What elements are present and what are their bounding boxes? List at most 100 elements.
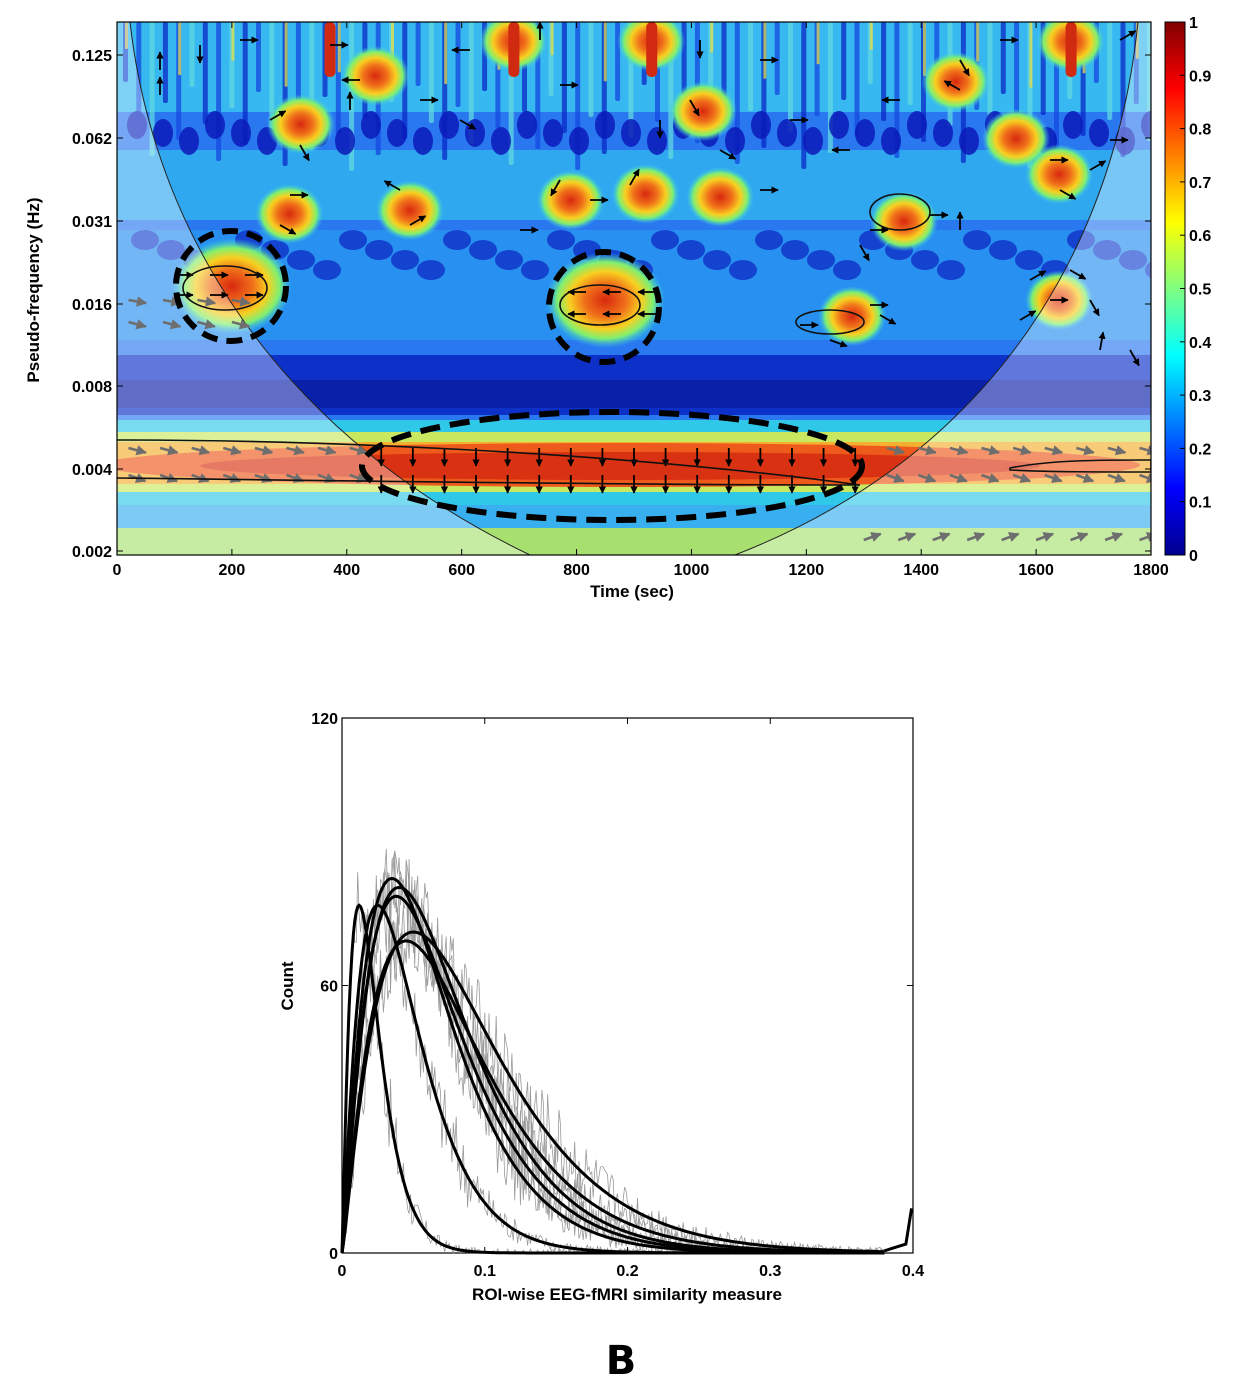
coherence-hotspot <box>686 167 755 228</box>
x-axis-label-b: ROI-wise EEG-fMRI similarity measure <box>472 1285 782 1304</box>
phase-arrow <box>1044 445 1064 456</box>
phase-arrow <box>1104 532 1123 542</box>
phase-arrow <box>550 179 561 197</box>
phase-arrow <box>689 99 700 117</box>
x-tick-label-b: 0.1 <box>474 1263 496 1280</box>
phase-arrow <box>409 215 427 226</box>
coherence-hotspot <box>818 286 887 347</box>
x-tick-label-a: 400 <box>333 562 360 579</box>
phase-arrow <box>197 319 216 330</box>
phase-arrow <box>383 180 401 191</box>
x-tick-label-b: 0.3 <box>759 1263 781 1280</box>
x-tick-label-b: 0.4 <box>902 1263 924 1280</box>
colorbar-tick-label: 0.7 <box>1189 175 1211 192</box>
x-tick-label-a: 1200 <box>789 562 825 579</box>
phase-arrow <box>1139 532 1151 542</box>
phase-arrow <box>1098 331 1106 351</box>
coherence-hotspot <box>1025 144 1094 205</box>
phase-arrow <box>128 319 147 330</box>
phase-arrow <box>269 110 287 121</box>
phase-arrow <box>231 296 251 307</box>
histogram-line-smooth <box>340 930 885 1254</box>
x-tick-label-a: 600 <box>448 562 475 579</box>
phase-arrow <box>932 532 951 542</box>
phase-arrow <box>897 532 917 542</box>
x-tick-label-a: 200 <box>219 562 246 579</box>
phase-arrow <box>629 168 640 186</box>
phase-arrow <box>128 445 147 456</box>
phase-arrow <box>1139 473 1151 483</box>
phase-arrow <box>1075 473 1095 483</box>
coherence-hotspot <box>375 180 444 241</box>
phase-arrow <box>1012 445 1032 456</box>
coherence-hotspot <box>341 45 410 106</box>
colorbar-tick-label: 0.2 <box>1189 441 1211 458</box>
phase-arrow <box>829 339 848 348</box>
x-tick-label-b: 0 <box>338 1263 347 1280</box>
y-tick-label-b: 0 <box>329 1246 338 1263</box>
x-tick-label-a: 1400 <box>903 562 939 579</box>
phase-arrow <box>222 445 242 456</box>
colorbar-tick-label: 0.5 <box>1189 282 1211 299</box>
colorbar-tick-label: 0.8 <box>1189 122 1211 139</box>
phase-arrow <box>879 314 897 325</box>
phase-arrow <box>949 473 968 483</box>
phase-arrow <box>1089 160 1107 171</box>
phase-arrow <box>1107 445 1127 456</box>
phase-arrow <box>1119 30 1137 41</box>
colorbar-tick-label: 0 <box>1189 548 1198 565</box>
phase-arrow <box>886 473 905 483</box>
phase-arrow <box>349 445 369 456</box>
y-tick-label-a: 0.002 <box>72 544 112 561</box>
coherence-hotspot <box>255 183 324 244</box>
y-tick-label-a: 0.008 <box>72 379 112 396</box>
phase-arrow <box>459 119 477 130</box>
phase-arrow <box>1070 532 1089 542</box>
phase-arrow <box>162 319 182 330</box>
phase-arrow <box>1012 473 1032 483</box>
phase-arrow <box>254 445 274 456</box>
y-tick-label-a: 0.016 <box>72 297 112 314</box>
phase-arrow <box>286 445 305 456</box>
colorbar-tick-label: 0.3 <box>1189 388 1211 405</box>
coherence-region <box>545 252 666 349</box>
coherence-hotspot <box>668 81 737 142</box>
phase-arrow <box>719 149 737 160</box>
phase-arrow <box>981 473 1000 483</box>
coherence-hotspot <box>921 51 990 112</box>
similarity-histogram-chart: 0 0.1 0.2 0.3 0.4 0 60 120 ROI-wise EEG-fMRI s… <box>278 711 924 1384</box>
x-tick-label-a: 800 <box>563 562 590 579</box>
phase-arrow <box>1069 269 1087 280</box>
phase-arrow <box>1059 189 1077 200</box>
phase-arrow <box>1035 532 1055 542</box>
phase-arrow <box>859 244 870 262</box>
coherence-region <box>171 238 292 335</box>
phase-arrow <box>128 296 148 307</box>
y-tick-label-a: 0.031 <box>72 214 112 231</box>
x-tick-label-b: 0.2 <box>616 1263 638 1280</box>
y-tick-label-a: 0.062 <box>72 131 112 148</box>
x-tick-label-a: 0 <box>113 562 122 579</box>
phase-arrow <box>918 445 937 456</box>
phase-arrow <box>197 296 217 307</box>
y-axis-label-b: Count <box>278 961 297 1010</box>
phase-arrow <box>279 224 297 235</box>
phase-arrow <box>1107 473 1126 483</box>
histogram-line-smooth <box>340 894 885 1255</box>
y-axis-label-a: Pseudo-frequency (Hz) <box>24 197 43 382</box>
coherence-hotspot <box>982 108 1051 169</box>
phase-arrow <box>317 445 337 456</box>
highlight-circle-2 <box>546 249 662 365</box>
colorbar-tick-label: 0.1 <box>1189 495 1211 512</box>
phase-arrow <box>299 144 310 162</box>
coherence-streak <box>1065 22 1077 77</box>
cone-of-influence <box>117 22 530 555</box>
y-tick-label-b: 120 <box>311 711 338 728</box>
phase-arrow <box>231 319 251 330</box>
phase-arrow <box>1089 299 1100 317</box>
phase-arrow <box>191 473 210 483</box>
colorbar-tick-label: 0.6 <box>1189 228 1211 245</box>
highlight-ellipse <box>359 409 865 523</box>
histogram-tail <box>884 1208 914 1253</box>
phase-arrow <box>1075 445 1095 456</box>
